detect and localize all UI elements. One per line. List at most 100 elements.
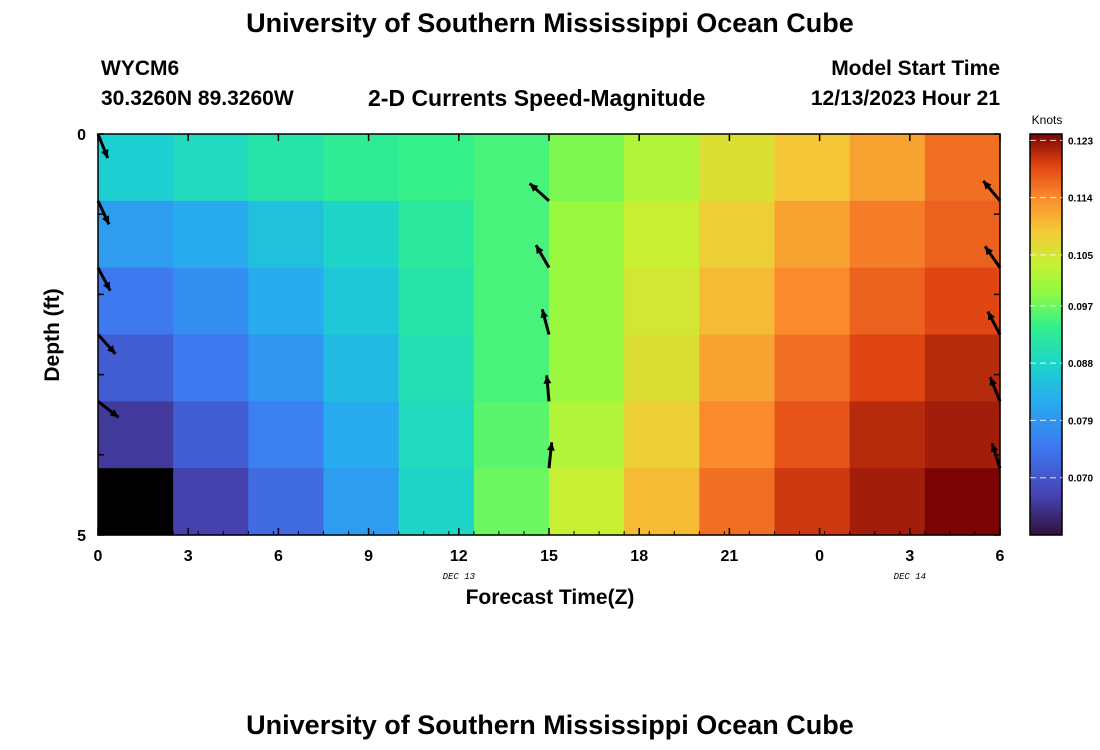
heatmap-cell: [248, 267, 325, 336]
heatmap-cell: [774, 334, 851, 402]
page-title: University of Southern Mississippi Ocean…: [246, 8, 854, 38]
heatmap-cell: [849, 468, 926, 536]
heatmap-cell: [98, 267, 174, 336]
heatmap-cell: [98, 334, 174, 402]
x-tick-label: 21: [721, 548, 739, 565]
current-vector: [988, 376, 1002, 402]
x-tick-label: 6: [996, 548, 1005, 565]
heatmap-cell: [398, 334, 475, 402]
heatmap-cell: [924, 200, 1001, 269]
heatmap-cell: [624, 267, 700, 336]
x-axis-label: Forecast Time(Z): [466, 586, 635, 609]
current-vector: [986, 310, 1002, 336]
heatmap-cell: [248, 200, 325, 269]
heatmap-cell: [473, 334, 550, 402]
date-label: DEC 13: [443, 572, 476, 582]
current-vector: [546, 442, 555, 469]
heatmap-cell: [98, 200, 174, 269]
colorbar-tick-label: 0.088: [1068, 359, 1093, 370]
heatmap-cell: [323, 334, 400, 402]
y-tick-label: 5: [77, 528, 86, 545]
current-vector: [983, 245, 1002, 269]
heatmap-cell: [699, 200, 776, 269]
y-tick-label: 0: [77, 127, 86, 144]
heatmap-cell: [549, 401, 625, 469]
x-tick-label: 6: [274, 548, 283, 565]
footer-title: University of Southern Mississippi Ocean…: [246, 710, 854, 740]
heatmap-cell: [774, 267, 851, 336]
colorbar-tick-label: 0.123: [1068, 136, 1093, 147]
station-coordinates: 30.3260N 89.3260W: [101, 87, 294, 110]
heatmap-cell: [774, 401, 851, 469]
heatmap-cell: [849, 134, 926, 202]
x-tick-label: 3: [184, 548, 193, 565]
heatmap-cell: [849, 334, 926, 402]
heatmap-cell: [624, 334, 700, 402]
heatmap-cell: [774, 134, 851, 202]
heatmap-cell: [398, 267, 475, 336]
colorbar-tick-label: 0.070: [1068, 474, 1093, 485]
heatmap-cell: [774, 200, 851, 269]
x-tick-label: 12: [450, 548, 468, 565]
heatmap-cell: [699, 468, 776, 536]
heatmap-cell: [248, 401, 325, 469]
colorbar-tick-label: 0.097: [1068, 302, 1093, 313]
x-tick-label: 0: [815, 548, 824, 565]
heatmap-cell: [624, 134, 700, 202]
heatmap-cell: [849, 267, 926, 336]
heatmap-cell: [248, 468, 325, 536]
heatmap-cell: [624, 200, 700, 269]
heatmap-cell: [398, 134, 475, 202]
current-vector: [97, 400, 120, 419]
current-vector: [96, 266, 112, 292]
heatmap-cell: [549, 334, 625, 402]
current-vector: [96, 133, 110, 159]
heatmap-cell: [849, 401, 926, 469]
heatmap-cell: [398, 200, 475, 269]
heatmap-cell: [924, 401, 1001, 469]
current-vector: [990, 442, 1002, 469]
heatmap-cell: [323, 401, 400, 469]
heatmap-cell: [323, 134, 400, 202]
heatmap-cell: [398, 401, 475, 469]
heatmap-cell: [173, 401, 249, 469]
colorbar-tick-label: 0.079: [1068, 416, 1093, 427]
current-vector: [528, 182, 551, 202]
x-tick-label: 3: [905, 548, 914, 565]
heatmap-cell: [624, 401, 700, 469]
heatmap-cell: [323, 200, 400, 269]
heatmap-cell: [398, 468, 475, 536]
heatmap-cell: [173, 200, 249, 269]
heatmap-cell: [699, 267, 776, 336]
x-tick-label: 15: [540, 548, 558, 565]
current-vector: [96, 200, 111, 226]
heatmap-cell: [699, 334, 776, 402]
heatmap-cell: [624, 468, 700, 536]
heatmap-cell: [173, 267, 249, 336]
heatmap-cell: [549, 134, 625, 202]
heatmap-cell: [549, 200, 625, 269]
current-vector: [543, 375, 552, 402]
date-label: DEC 14: [894, 572, 926, 582]
chart-subtitle: 2-D Currents Speed-Magnitude: [368, 85, 706, 111]
heatmap-cell: [473, 267, 550, 336]
heatmap-cell: [323, 468, 400, 536]
colorbar-tick-label: 0.105: [1068, 251, 1093, 262]
heatmap-cell: [924, 468, 1001, 536]
heatmap-cell: [924, 334, 1001, 402]
x-tick-label: 0: [94, 548, 103, 565]
heatmap-cell: [248, 334, 325, 402]
colorbar-tick-label: 0.114: [1068, 194, 1093, 205]
heatmap-cell: [173, 134, 249, 202]
x-tick-label: 9: [364, 548, 373, 565]
heatmap-cell: [98, 468, 174, 536]
heatmap-cell: [473, 468, 550, 536]
model-start-label: Model Start Time: [831, 57, 1000, 80]
current-vector: [540, 309, 551, 335]
colorbar-label: Knots: [1032, 113, 1063, 127]
heatmap-cell: [549, 267, 625, 336]
y-axis-label: Depth (ft): [41, 288, 64, 381]
heatmap-cell: [924, 267, 1001, 336]
x-tick-label: 18: [630, 548, 648, 565]
